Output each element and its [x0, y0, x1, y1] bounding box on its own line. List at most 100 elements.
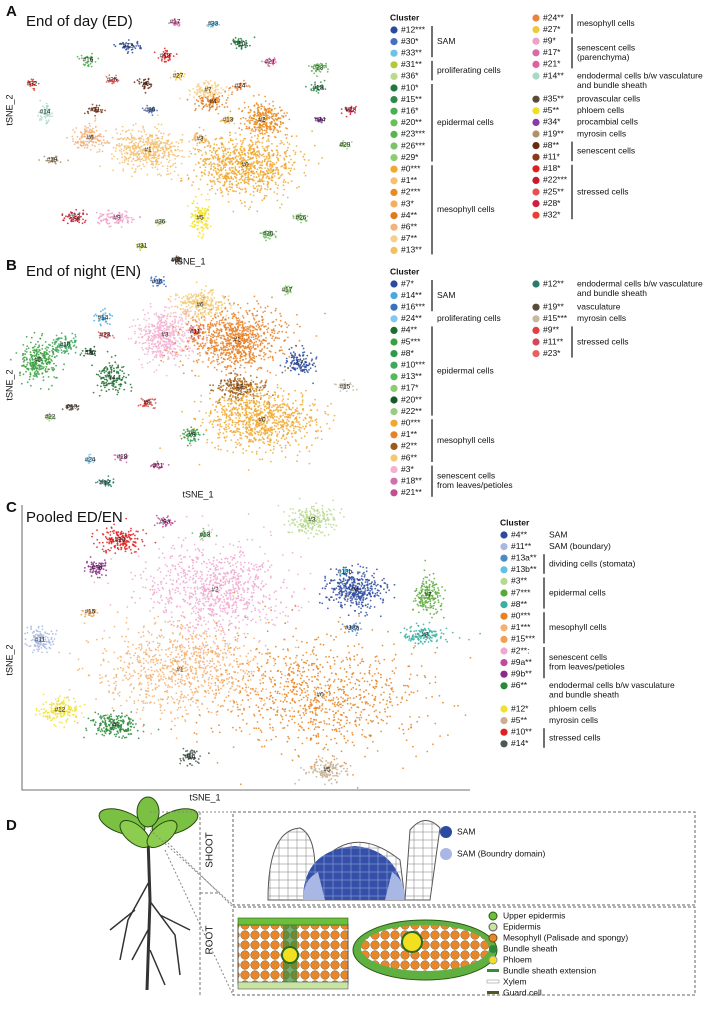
cell-point: [98, 141, 100, 143]
cell-point: [172, 323, 174, 325]
cell-point: [51, 112, 53, 114]
cluster-label: #18: [160, 53, 171, 60]
cell-point: [183, 335, 185, 337]
cell-point: [189, 302, 191, 304]
cell-point: [72, 221, 74, 223]
cell-point: [152, 163, 154, 165]
cell-point: [190, 310, 192, 312]
cell-point: [158, 164, 160, 166]
cell-point: [261, 61, 263, 63]
cell-point: [236, 318, 238, 320]
cell-point: [257, 369, 259, 371]
cell-point: [134, 342, 136, 344]
cell-point: [207, 296, 209, 298]
cluster-label: #7: [204, 87, 212, 94]
cell-point: [143, 129, 145, 131]
cell-point: [205, 151, 207, 153]
cell-point: [170, 149, 172, 151]
cell-point: [211, 154, 213, 156]
cell-point: [325, 88, 327, 90]
cell-point: [145, 134, 147, 136]
cell-point: [205, 223, 207, 225]
cell-point: [261, 199, 263, 201]
panel-title: End of day (ED): [26, 13, 133, 30]
cell-point: [175, 331, 177, 333]
cell-point: [256, 210, 258, 212]
cell-point: [198, 83, 200, 85]
cell-point: [247, 326, 249, 328]
cell-point: [302, 156, 304, 158]
cell-point: [201, 298, 203, 300]
cell-point: [144, 334, 146, 336]
cell-point: [107, 323, 109, 325]
cell-point: [184, 73, 186, 75]
cell-point: [178, 142, 180, 144]
legend-entry: #35**: [543, 93, 564, 103]
cell-point: [100, 311, 102, 313]
cell-point: [38, 159, 40, 161]
cell-point: [218, 96, 220, 98]
cell-point: [210, 335, 212, 337]
cell-point: [204, 210, 206, 212]
cell-point: [215, 317, 217, 319]
cell-point: [193, 169, 195, 171]
cell-point: [180, 308, 182, 310]
cell-point: [277, 153, 279, 155]
cell-point: [136, 151, 138, 153]
cell-point: [173, 334, 175, 336]
cluster-label: #12: [123, 43, 134, 50]
cell-point: [227, 299, 229, 301]
cell-point: [213, 158, 215, 160]
cell-point: [249, 86, 251, 88]
cell-point: [121, 156, 123, 158]
cell-point: [280, 346, 282, 348]
cell-point: [205, 135, 207, 137]
cell-point: [130, 146, 132, 148]
cell-point: [249, 148, 251, 150]
cell-point: [238, 108, 240, 110]
cell-point: [298, 186, 300, 188]
cell-point: [268, 135, 270, 137]
cell-point: [208, 142, 210, 144]
cell-point: [265, 307, 267, 309]
cell-point: [269, 238, 271, 240]
cell-point: [163, 133, 165, 135]
cell-point: [203, 224, 205, 226]
cell-point: [207, 347, 209, 349]
cell-point: [283, 189, 285, 191]
cell-point: [164, 153, 166, 155]
cell-point: [218, 175, 220, 177]
legend-entry: #31**: [401, 59, 422, 69]
cell-point: [152, 167, 154, 169]
cell-point: [253, 115, 255, 117]
cell-point: [303, 172, 305, 174]
cell-point: [157, 337, 159, 339]
legend-swatch: [532, 14, 539, 21]
cell-point: [244, 159, 246, 161]
cell-point: [241, 154, 243, 156]
legend-swatch: [532, 107, 539, 114]
cell-point: [281, 349, 283, 351]
cell-point: [120, 133, 122, 135]
cell-point: [195, 206, 197, 208]
cell-point: [300, 222, 302, 224]
cell-point: [279, 106, 281, 108]
cell-point: [61, 214, 63, 216]
cell-point: [140, 328, 142, 330]
cell-point: [230, 333, 232, 335]
cell-point: [89, 128, 91, 130]
legend-swatch: [390, 61, 397, 68]
cell-point: [271, 296, 273, 298]
cell-point: [202, 97, 204, 99]
cell-point: [229, 132, 231, 134]
legend-group-label: myrosin cells: [577, 128, 626, 138]
cell-point: [121, 226, 123, 228]
cell-point: [161, 136, 163, 138]
cell-point: [290, 170, 292, 172]
cell-point: [284, 164, 286, 166]
cell-point: [223, 351, 225, 353]
cell-point: [166, 158, 168, 160]
cell-point: [272, 162, 274, 164]
legend-entry: #34*: [543, 117, 561, 127]
cell-point: [192, 226, 194, 228]
